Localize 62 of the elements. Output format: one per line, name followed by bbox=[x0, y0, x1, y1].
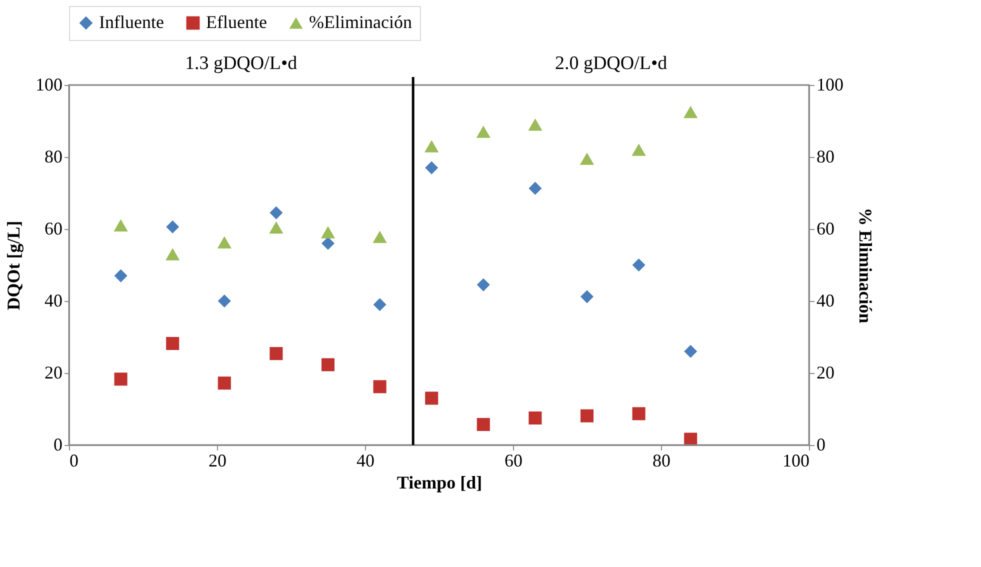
point bbox=[372, 230, 387, 244]
point bbox=[269, 221, 284, 234]
point bbox=[321, 236, 335, 250]
point bbox=[684, 106, 698, 118]
point bbox=[580, 290, 594, 304]
point bbox=[684, 432, 698, 446]
y2-tick-label: 0 bbox=[816, 434, 826, 454]
y2-tick-label: 80 bbox=[816, 146, 834, 166]
point bbox=[424, 140, 439, 152]
point bbox=[270, 206, 283, 220]
point bbox=[320, 226, 336, 238]
x-axis-title: Tiempo [d] bbox=[396, 472, 482, 492]
point bbox=[114, 219, 128, 232]
y2-tick-label: 60 bbox=[816, 218, 834, 238]
point bbox=[166, 336, 180, 350]
point bbox=[684, 344, 698, 358]
point bbox=[632, 258, 646, 272]
point bbox=[632, 144, 646, 156]
y-tick-label: 100 bbox=[36, 74, 62, 94]
point bbox=[476, 278, 490, 292]
point bbox=[528, 411, 542, 425]
y-tick-label: 60 bbox=[44, 218, 62, 238]
point bbox=[166, 220, 180, 234]
point bbox=[528, 118, 542, 131]
y2-axis-title: % Eliminación bbox=[856, 208, 876, 324]
y-tick-label: 20 bbox=[44, 362, 62, 382]
point bbox=[218, 376, 231, 390]
legend-label: Influente bbox=[99, 12, 164, 32]
point bbox=[321, 358, 335, 372]
point bbox=[373, 298, 386, 312]
point bbox=[218, 294, 231, 308]
x-tick-label: 20 bbox=[208, 450, 226, 470]
point bbox=[166, 248, 180, 260]
y2-tick-label: 40 bbox=[816, 290, 834, 310]
x-tick-label: 60 bbox=[504, 450, 522, 470]
x-tick-label: 0 bbox=[70, 450, 78, 470]
y2-tick-label: 100 bbox=[816, 74, 844, 94]
text: 1.3 gDQO/L•d bbox=[184, 53, 298, 74]
point bbox=[114, 372, 128, 386]
y-tick-label: 40 bbox=[44, 290, 62, 310]
point bbox=[114, 269, 128, 282]
y-tick-label: 0 bbox=[54, 434, 62, 454]
y-tick-label: 80 bbox=[44, 146, 62, 166]
legend-label: Efluente bbox=[206, 12, 267, 32]
legend-label: %Eliminación bbox=[309, 12, 412, 32]
point bbox=[373, 380, 386, 394]
point bbox=[217, 236, 232, 248]
x-tick-label: 80 bbox=[652, 450, 670, 470]
point bbox=[270, 347, 283, 360]
x-tick-label: 100 bbox=[782, 450, 810, 470]
point bbox=[528, 182, 542, 195]
point bbox=[425, 392, 438, 405]
point bbox=[425, 161, 438, 174]
x-tick-label: 40 bbox=[356, 450, 374, 470]
point bbox=[632, 407, 646, 420]
y-axis-title: DQOt [g/L] bbox=[4, 220, 24, 310]
point bbox=[580, 152, 594, 165]
text: 2.0 gDQO/L•d bbox=[554, 53, 668, 74]
point bbox=[476, 126, 490, 138]
y2-tick-label: 20 bbox=[816, 362, 834, 382]
point bbox=[580, 409, 594, 422]
point bbox=[476, 418, 490, 431]
